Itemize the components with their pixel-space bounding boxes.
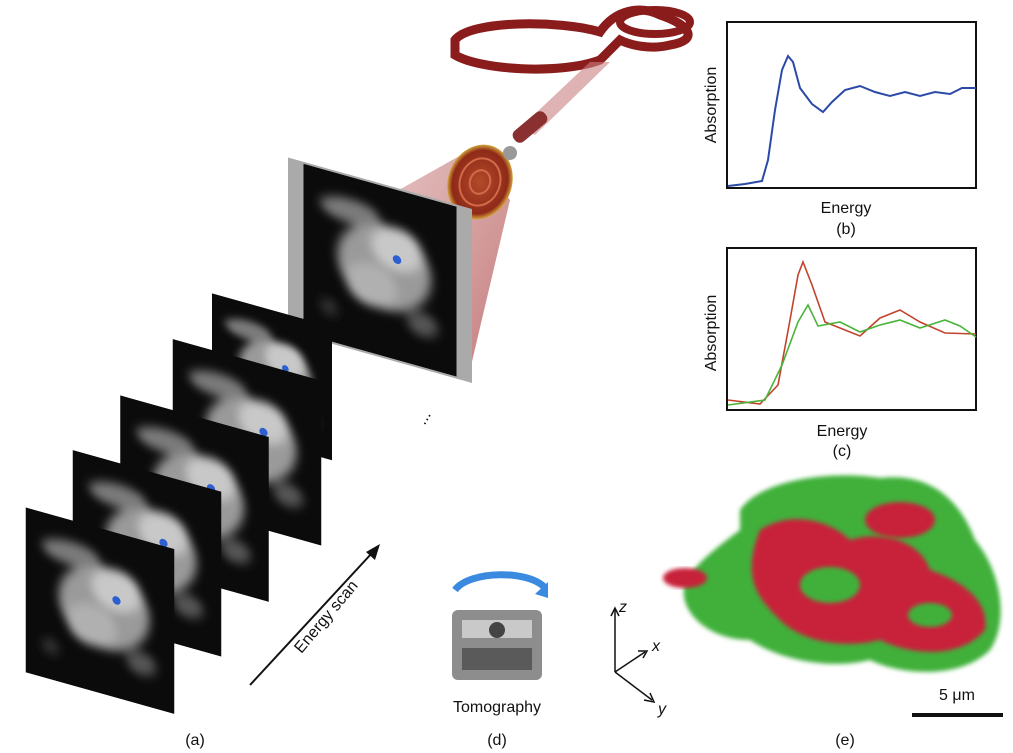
plot-frame [727, 22, 976, 188]
x-axis-label: Energy [821, 200, 872, 217]
figure: ... Energy scan Tomography z x y Absorpt… [0, 0, 1013, 753]
energy-scan-label: Energy scan [291, 578, 361, 657]
slice-stack [26, 157, 472, 714]
coordinate-axes [611, 608, 654, 702]
y-axis-label: Absorption [703, 295, 720, 372]
panel-label: (d) [487, 732, 507, 749]
x-axis-label: Energy [817, 423, 868, 440]
panel-label: (b) [836, 221, 856, 238]
axis-x: x [651, 638, 661, 655]
scale-bar-label: 5 μm [939, 687, 975, 704]
axis-y: y [657, 701, 667, 718]
panel-label: (c) [833, 443, 852, 460]
tomogram [663, 475, 1001, 672]
y-axis-label: Absorption [703, 67, 720, 144]
tomography-label: Tomography [453, 699, 541, 716]
axis-z: z [618, 599, 627, 616]
panel-label: (e) [835, 732, 855, 749]
ellipsis: ... [413, 408, 434, 428]
panel-label: (a) [185, 732, 205, 749]
plot-frame [727, 248, 976, 410]
tomography-stage [452, 575, 548, 680]
